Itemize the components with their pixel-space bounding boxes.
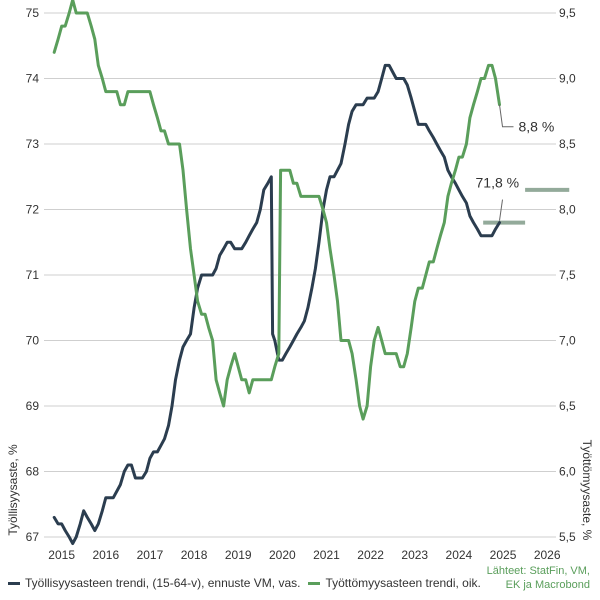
source-note: Lähteet: StatFin, VM, EK ja Macrobond <box>440 564 590 592</box>
x-tick-label: 2024 <box>446 548 473 562</box>
right-tick-label: 6,5 <box>559 399 576 413</box>
left-tick-label: 74 <box>26 72 40 86</box>
x-tick-label: 2023 <box>401 548 428 562</box>
left-axis-title: Työllisyysaste, % <box>6 444 20 536</box>
x-tick-label: 2017 <box>137 548 164 562</box>
annotation-leader-employment <box>499 199 503 221</box>
legend-swatch-unemployment <box>308 581 321 585</box>
annotation-leader-unemployment <box>499 104 514 128</box>
forecast-markers <box>483 187 570 225</box>
right-tick-label: 6,0 <box>559 465 576 479</box>
legend-item-employment: Työllisyysasteen trendi, (15-64-v), ennu… <box>8 576 300 590</box>
gridlines <box>44 12 556 538</box>
x-tick-label: 2019 <box>225 548 252 562</box>
right-tick-label: 5,5 <box>559 530 576 544</box>
x-tick-label: 2026 <box>534 548 561 562</box>
series-line-unemployment <box>52 0 501 421</box>
annotation-label-employment: 71,8 % <box>476 175 520 191</box>
right-tick-label: 9,5 <box>559 6 576 20</box>
x-tick-label: 2015 <box>48 548 75 562</box>
right-tick-label: 9,0 <box>559 72 576 86</box>
x-tick-label: 2022 <box>357 548 384 562</box>
annotation-label-unemployment: 8,8 % <box>519 119 555 135</box>
left-tick-label: 68 <box>26 465 40 479</box>
right-tick-label: 8,0 <box>559 203 576 217</box>
series-lines <box>52 0 501 545</box>
x-axis-ticks: 2015 2016 2017 2018 2019 2020 2021 2022 2023 2024… <box>48 548 561 562</box>
left-tick-label: 73 <box>26 137 40 151</box>
legend: Työllisyysasteen trendi, (15-64-v), ennu… <box>8 576 481 590</box>
legend-label-employment: Työllisyysasteen trendi, (15-64-v), ennu… <box>25 576 301 590</box>
right-tick-label: 7,0 <box>559 334 576 348</box>
x-tick-label: 2025 <box>490 548 517 562</box>
series-line-employment <box>52 63 501 545</box>
x-tick-label: 2021 <box>313 548 340 562</box>
left-tick-label: 67 <box>26 530 40 544</box>
source-line-1: Lähteet: StatFin, VM, <box>486 565 590 577</box>
x-tick-label: 2016 <box>92 548 119 562</box>
left-tick-label: 69 <box>26 399 40 413</box>
right-tick-label: 7,5 <box>559 268 576 282</box>
source-line-2: EK ja Macrobond <box>505 579 590 591</box>
legend-label-unemployment: Työttömyysasteen trendi, oik. <box>325 576 481 590</box>
left-tick-label: 72 <box>26 203 40 217</box>
legend-item-unemployment: Työttömyysasteen trendi, oik. <box>308 576 481 590</box>
x-tick-label: 2018 <box>181 548 208 562</box>
right-axis-ticks: 5,5 6,0 6,5 7,0 7,5 8,0 8,5 9,0 9,5 <box>559 6 576 544</box>
left-tick-label: 70 <box>26 334 40 348</box>
right-axis-title: Työttömyysaste, % <box>580 440 594 541</box>
legend-swatch-employment <box>8 581 20 585</box>
annotations: 8,8 % 71,8 % <box>476 104 555 221</box>
left-tick-label: 75 <box>26 6 40 20</box>
x-tick-label: 2020 <box>269 548 296 562</box>
left-axis-ticks: 67 68 69 70 71 72 73 74 75 <box>26 6 40 544</box>
right-tick-label: 8,5 <box>559 137 576 151</box>
left-tick-label: 71 <box>26 268 40 282</box>
